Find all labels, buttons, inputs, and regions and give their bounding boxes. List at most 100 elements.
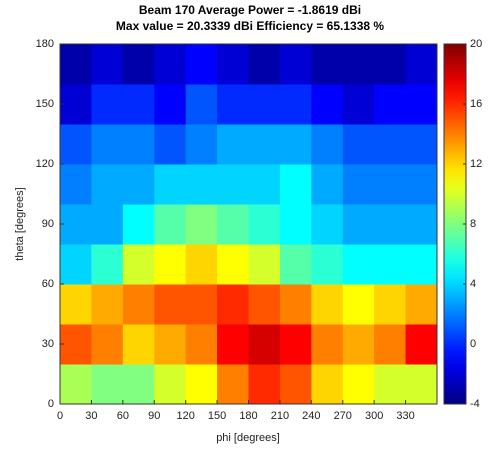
contour-cell xyxy=(405,164,438,205)
contour-cell xyxy=(279,84,312,125)
contour-cell xyxy=(248,44,281,85)
contour-cell xyxy=(217,164,249,205)
contour-cell xyxy=(185,164,218,205)
contour-cell xyxy=(405,244,438,285)
contour-cell xyxy=(185,84,218,125)
contour-cell xyxy=(279,44,312,85)
contour-cell xyxy=(154,244,187,285)
contour-cell xyxy=(374,124,407,165)
contour-cell xyxy=(122,164,155,205)
contour-cell xyxy=(154,164,187,205)
contour-cell xyxy=(217,204,249,245)
contour-cell xyxy=(91,284,124,325)
y-axis-label: theta [degrees] xyxy=(14,187,26,260)
y-tick-label: 120 xyxy=(36,158,54,170)
contour-cell xyxy=(279,364,312,405)
contour-cell xyxy=(217,284,249,325)
contour-cell xyxy=(122,124,155,165)
contour-cell xyxy=(217,44,249,85)
contour-cell xyxy=(374,204,407,245)
contour-cell xyxy=(122,244,155,285)
contour-cell xyxy=(154,204,187,245)
y-tick-label: 150 xyxy=(36,98,54,110)
colorbar-tick-label: 4 xyxy=(470,278,476,290)
chart-title: Beam 170 Average Power = -1.8619 dBi xyxy=(139,3,361,17)
contour-cell xyxy=(279,204,312,245)
contour-cell xyxy=(185,204,218,245)
contour-cell xyxy=(91,124,124,165)
x-tick-label: 330 xyxy=(396,410,414,422)
contour-cell xyxy=(154,44,187,85)
contour-cell xyxy=(405,324,438,365)
contour-cell xyxy=(185,44,218,85)
contour-cell xyxy=(60,44,92,85)
contour-cell xyxy=(91,364,124,405)
contour-cell xyxy=(60,84,92,125)
contour-cell xyxy=(342,84,375,125)
contour-cell xyxy=(311,244,344,285)
contour-cell xyxy=(185,124,218,165)
contour-cell xyxy=(311,284,344,325)
contour-cell xyxy=(122,204,155,245)
contour-cell xyxy=(185,324,218,365)
contour-cell xyxy=(405,44,438,85)
contour-cell xyxy=(217,324,249,365)
contour-cell xyxy=(60,324,92,365)
contour-cell xyxy=(248,164,281,205)
colorbar xyxy=(443,43,467,405)
contour-cell xyxy=(311,124,344,165)
contour-cell xyxy=(122,284,155,325)
contour-cell xyxy=(154,84,187,125)
contour-cell xyxy=(91,44,124,85)
contour-cell xyxy=(217,244,249,285)
contour-cell xyxy=(311,44,344,85)
contour-cell xyxy=(374,324,407,365)
y-tick-label: 30 xyxy=(42,338,54,350)
colorbar-tick-label: 12 xyxy=(470,158,482,170)
contour-cell xyxy=(311,204,344,245)
contour-cell xyxy=(60,204,92,245)
colorbar-tick-label: 8 xyxy=(470,218,476,230)
contour-cell xyxy=(342,284,375,325)
y-tick-label: 90 xyxy=(42,218,54,230)
contour-cell xyxy=(154,364,187,405)
y-tick-label: 0 xyxy=(48,398,54,410)
contour-cell xyxy=(405,124,438,165)
chart-subtitle: Max value = 20.3339 dBi Efficiency = 65.… xyxy=(116,19,384,33)
contour-cell xyxy=(91,164,124,205)
contour-cell xyxy=(248,284,281,325)
contour-cell xyxy=(374,164,407,205)
contour-cell xyxy=(60,124,92,165)
contour-cell xyxy=(279,324,312,365)
contour-cell xyxy=(311,364,344,405)
x-tick-label: 0 xyxy=(57,410,63,422)
contour-cell xyxy=(154,324,187,365)
x-tick-label: 210 xyxy=(271,410,289,422)
contour-cell xyxy=(185,244,218,285)
contour-cell xyxy=(405,84,438,125)
y-tick-label: 180 xyxy=(36,38,54,50)
contour-cell xyxy=(185,284,218,325)
x-tick-label: 150 xyxy=(208,410,226,422)
contour-cell xyxy=(374,44,407,85)
contour-cell xyxy=(279,284,312,325)
contour-cell xyxy=(279,124,312,165)
colorbar-tick-label: -4 xyxy=(470,398,480,410)
contour-cell xyxy=(311,84,344,125)
contour-cell xyxy=(122,324,155,365)
contour-cell xyxy=(217,84,249,125)
contour-cell xyxy=(185,364,218,405)
colorbar-tick-label: 20 xyxy=(470,38,482,50)
contour-cell xyxy=(122,44,155,85)
contour-cell xyxy=(342,244,375,285)
contour-cell xyxy=(342,44,375,85)
x-tick-label: 300 xyxy=(365,410,383,422)
contour-cell xyxy=(405,364,438,405)
contour-cell xyxy=(122,84,155,125)
contour-cell xyxy=(374,364,407,405)
contour-cell xyxy=(91,324,124,365)
contour-cell xyxy=(374,284,407,325)
contour-cell xyxy=(217,364,249,405)
contour-cell xyxy=(374,84,407,125)
